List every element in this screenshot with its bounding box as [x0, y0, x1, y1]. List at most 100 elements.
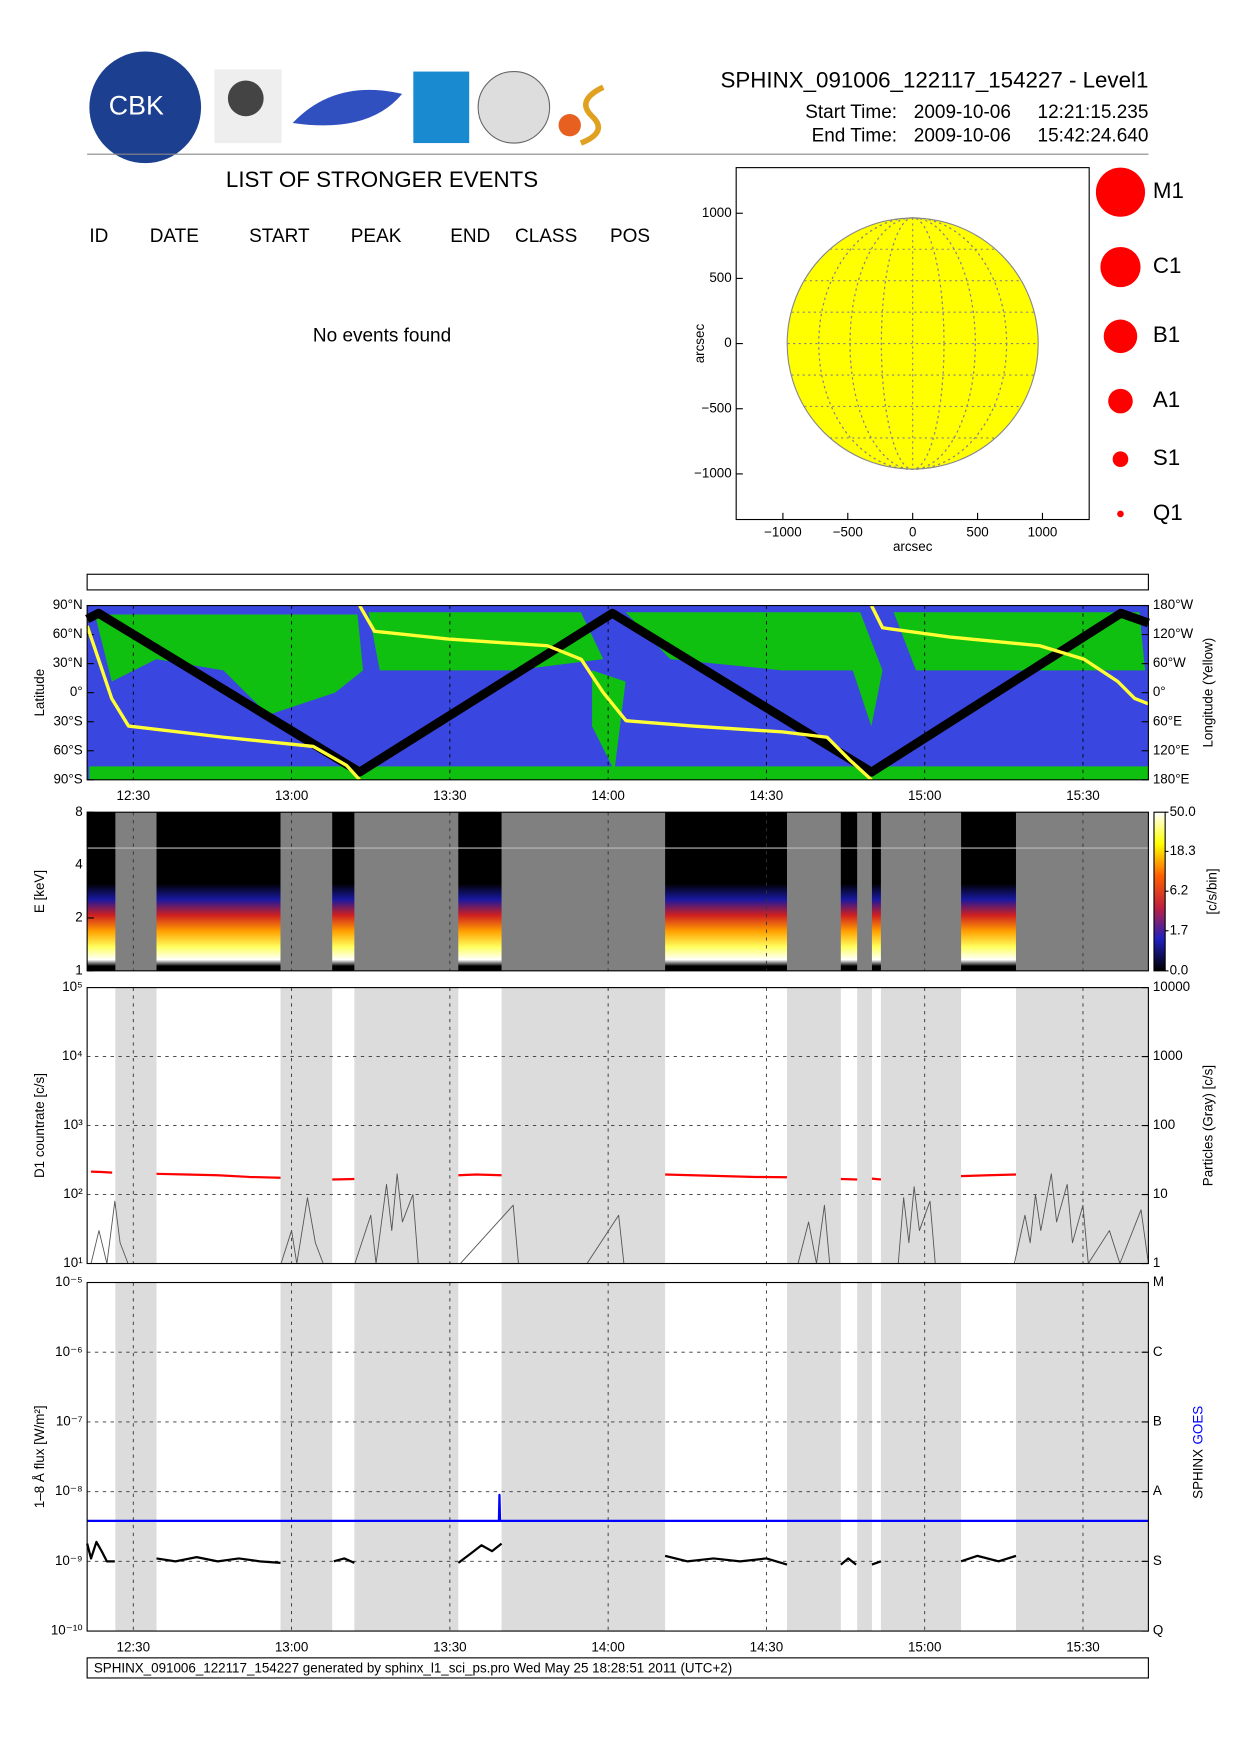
- y2-tick-label: 180°W: [1153, 597, 1194, 612]
- y2-tick-label: A: [1153, 1483, 1162, 1498]
- panel-frame: [86, 811, 1149, 972]
- legend-label: C1: [1153, 253, 1182, 278]
- data-gap: [1015, 1282, 1149, 1632]
- end-time: 15:42:24.640: [1038, 125, 1149, 146]
- data-gap: [115, 1282, 157, 1632]
- y-tick-label: 10⁻⁶: [55, 1344, 82, 1359]
- legend-entry: SPHINX: [1190, 1449, 1205, 1499]
- portrait: [227, 80, 264, 117]
- end-label: End Time:: [812, 125, 897, 146]
- x-tick-label: 500: [966, 524, 988, 539]
- events-message: No events found: [313, 325, 451, 346]
- y-tick-label: 10²: [63, 1186, 83, 1201]
- time-tick-label: 12:30: [117, 1639, 151, 1654]
- land: [89, 612, 1149, 780]
- y-tick-label: 1: [75, 962, 82, 977]
- y-tick-label: 500: [709, 270, 731, 285]
- y-tick-label: 30°S: [53, 713, 82, 728]
- data-gap: [354, 812, 459, 971]
- wing-logo: [413, 71, 470, 144]
- time-tick-label: 15:00: [908, 788, 942, 803]
- y-tick-label: 10⁻⁷: [56, 1413, 83, 1428]
- time-tick-label: 13:00: [275, 1639, 309, 1654]
- column-header: PEAK: [351, 226, 402, 247]
- legend-label: B1: [1153, 322, 1180, 347]
- y-tick-label: 10¹: [63, 1255, 83, 1270]
- y2-tick-label: M: [1153, 1274, 1164, 1289]
- y-axis-label: D1 countrate [c/s]: [32, 1073, 47, 1178]
- series-line: [85, 604, 1150, 782]
- logos: CBK: [89, 51, 605, 164]
- status-box: [86, 573, 1149, 591]
- time-tick-label: 15:30: [1066, 1639, 1100, 1654]
- cbk-logo-text: CBK: [109, 90, 164, 120]
- legend-symbol: [1112, 451, 1129, 468]
- time-tick-label: 14:30: [750, 1639, 784, 1654]
- start-time: 12:21:15.235: [1038, 102, 1149, 123]
- y2-tick-label: B: [1153, 1413, 1162, 1428]
- column-header: ID: [89, 226, 108, 247]
- data-gap: [786, 812, 841, 971]
- footer-box: [86, 1657, 1149, 1679]
- panel-frame: [86, 1281, 1149, 1632]
- y-tick-label: 8: [75, 804, 82, 819]
- panel-frame: [86, 604, 1149, 781]
- y2-tick-label: 0°: [1153, 684, 1166, 699]
- column-header: POS: [610, 226, 650, 247]
- series-line: [90, 1170, 1017, 1181]
- time-tick-label: 14:00: [591, 1639, 625, 1654]
- y2-axis-label: Particles (Gray) [c/s]: [1200, 1065, 1215, 1186]
- y-tick-label: −1000: [694, 465, 732, 480]
- y2-tick-label: 180°E: [1153, 771, 1190, 786]
- y2-axis-label: Longitude (Yellow): [1200, 638, 1215, 748]
- footer-text: SPHINX_091006_122117_154227 generated by…: [94, 1661, 732, 1676]
- y-tick-label: 4: [75, 857, 83, 872]
- seal-logo: [477, 70, 551, 144]
- y-axis-label: E [keV]: [32, 870, 47, 913]
- data-gap: [354, 1282, 459, 1632]
- x-tick-label: 0: [909, 524, 916, 539]
- y-tick-label: 60°N: [53, 626, 83, 641]
- time-tick-label: 14:30: [750, 788, 784, 803]
- colorbar: [1153, 811, 1166, 972]
- y-tick-label: 10⁴: [62, 1048, 83, 1063]
- y2-tick-label: C: [1153, 1344, 1163, 1359]
- data-gap: [115, 812, 157, 971]
- y2-tick-label: 120°E: [1153, 742, 1190, 757]
- y-tick-label: 10⁻¹⁰: [51, 1623, 83, 1638]
- s-logo-curve: [579, 84, 605, 146]
- legend-symbol: [1108, 388, 1133, 414]
- legend: SPHINX GOES: [1190, 1406, 1205, 1499]
- y-tick-label: 0°: [70, 684, 83, 699]
- data-gap: [501, 1282, 666, 1632]
- time-tick-label: 14:00: [591, 788, 625, 803]
- y-tick-label: 10⁵: [62, 979, 82, 994]
- column-header: END: [450, 226, 490, 247]
- column-header: DATE: [150, 226, 199, 247]
- y-tick-label: 90°S: [53, 771, 82, 786]
- y-tick-label: 90°N: [53, 597, 83, 612]
- legend-symbol: [1095, 167, 1146, 217]
- colorbar-tick-label: 6.2: [1170, 883, 1189, 898]
- y-axis-label: Latitude: [32, 669, 47, 717]
- colorbar-tick-label: 1.7: [1170, 922, 1189, 937]
- y-axis-label: arcsec: [692, 324, 707, 364]
- time-tick-label: 15:30: [1066, 788, 1100, 803]
- y-tick-label: 10³: [63, 1117, 83, 1132]
- y2-tick-label: 100: [1153, 1117, 1175, 1132]
- x-tick-label: 1000: [1028, 524, 1058, 539]
- y-tick-label: 30°N: [53, 655, 83, 670]
- x-tick-label: −500: [833, 524, 863, 539]
- y-axis-label: 1–8 Å flux [W/m²]: [32, 1405, 47, 1508]
- data-gap: [786, 1282, 841, 1632]
- y2-tick-label: 120°W: [1153, 626, 1194, 641]
- y2-tick-label: Q: [1153, 1623, 1163, 1638]
- data-gap: [501, 812, 666, 971]
- legend-label: A1: [1153, 387, 1180, 412]
- time-tick-label: 13:00: [275, 788, 309, 803]
- colorbar-tick-label: 18.3: [1170, 843, 1196, 858]
- time-tick-label: 15:00: [908, 1639, 942, 1654]
- legend-label: Q1: [1153, 500, 1183, 525]
- y-tick-label: 0: [724, 335, 731, 350]
